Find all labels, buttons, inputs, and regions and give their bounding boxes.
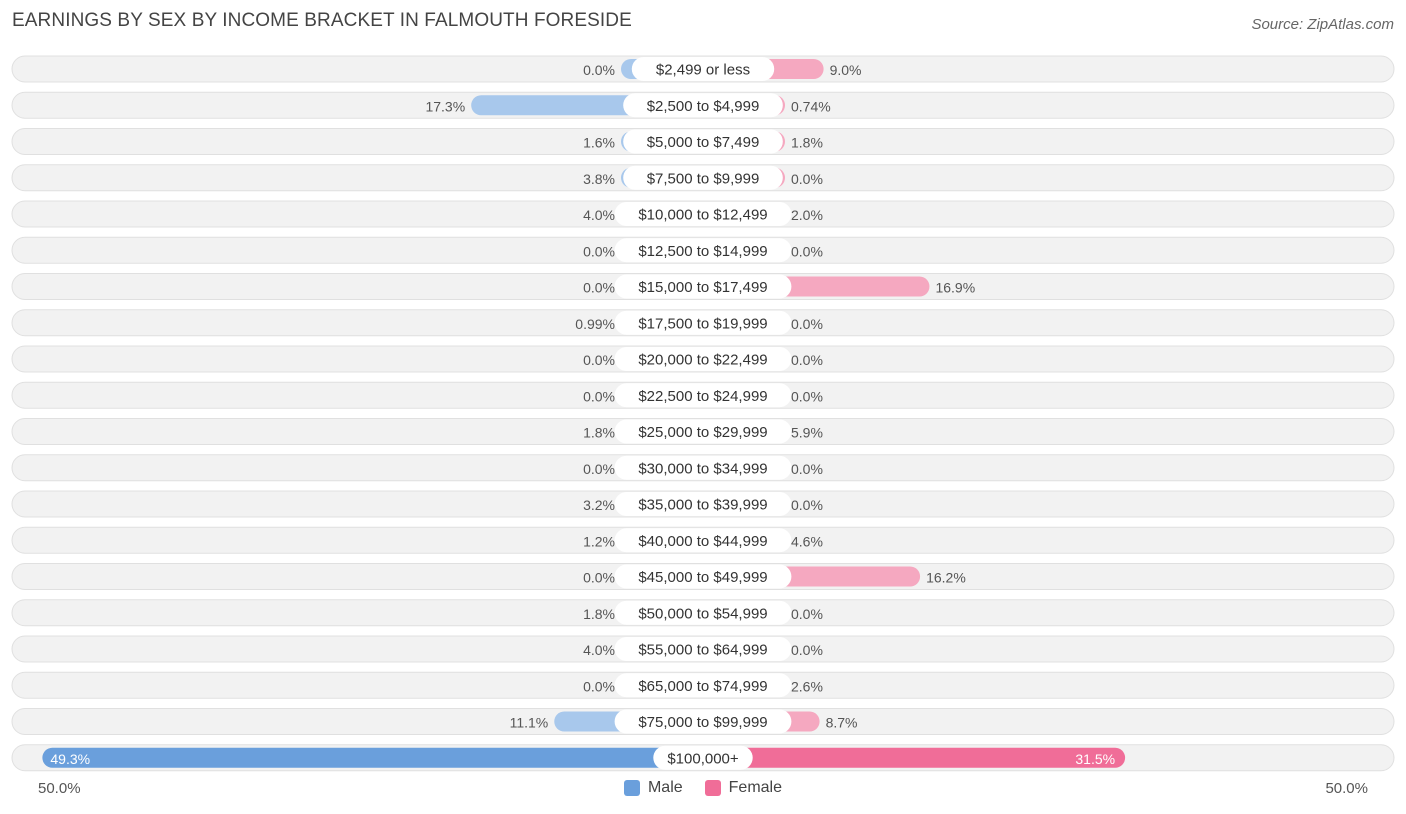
category-label-pill [614, 383, 792, 408]
category-label-pill [623, 93, 783, 118]
category-label-pill [623, 129, 783, 154]
axis-right-label: 50.0% [1325, 780, 1368, 797]
category-label: $7,500 to $9,999 [647, 170, 760, 187]
male-value-label: 11.1% [510, 715, 549, 731]
male-value-label: 1.2% [583, 533, 615, 549]
category-label: $20,000 to $22,499 [638, 352, 767, 369]
category-label: $65,000 to $74,999 [638, 678, 767, 695]
male-value-label: 0.0% [583, 280, 615, 296]
female-value-label: 9.0% [830, 62, 862, 78]
male-value-label: 3.8% [583, 171, 615, 187]
legend-item-male[interactable]: Male [623, 779, 683, 797]
category-label: $10,000 to $12,499 [638, 207, 767, 224]
category-label: $15,000 to $17,499 [638, 279, 767, 296]
category-label: $100,000+ [667, 750, 739, 767]
male-value-label: 0.0% [583, 678, 615, 694]
female-value-label: 0.0% [791, 316, 823, 332]
male-value-label: 1.6% [583, 135, 615, 151]
female-value-label: 0.74% [791, 98, 831, 114]
category-label: $50,000 to $54,999 [638, 605, 767, 622]
category-label: $2,499 or less [656, 62, 750, 79]
male-value-label: 49.3% [50, 751, 90, 767]
legend-male-label: Male [647, 779, 683, 796]
category-label-pill [614, 455, 792, 480]
male-value-label: 0.0% [583, 461, 615, 477]
female-value-label: 31.5% [1075, 751, 1115, 767]
female-value-label: 2.0% [791, 207, 823, 223]
category-label-pill [614, 709, 792, 734]
legend-female-label: Female [728, 779, 783, 796]
category-label: $55,000 to $64,999 [638, 642, 767, 659]
category-label-pill [614, 274, 792, 299]
male-value-label: 0.0% [583, 570, 615, 586]
male-value-label: 1.8% [583, 425, 615, 441]
female-value-label: 0.0% [791, 171, 823, 187]
male-value-label: 17.3% [425, 98, 465, 114]
male-swatch-icon [623, 780, 640, 796]
category-label: $35,000 to $39,999 [638, 497, 767, 514]
legend-item-female[interactable]: Female [704, 779, 783, 797]
male-value-label: 0.0% [583, 388, 615, 404]
category-label-pill [623, 165, 783, 190]
category-label: $25,000 to $29,999 [638, 424, 767, 441]
male-value-label: 0.99% [575, 316, 615, 332]
category-label-pill [614, 564, 792, 589]
category-label: $12,500 to $14,999 [638, 243, 767, 260]
category-label: $45,000 to $49,999 [638, 569, 767, 586]
female-value-label: 0.0% [791, 461, 823, 477]
male-value-label: 1.8% [583, 606, 615, 622]
female-value-label: 0.0% [791, 642, 823, 658]
female-value-label: 0.0% [791, 243, 823, 259]
female-value-label: 0.0% [791, 352, 823, 368]
female-value-label: 16.2% [926, 570, 966, 586]
legend: Male Female [0, 779, 1406, 797]
chart-title: EARNINGS BY SEX BY INCOME BRACKET IN FAL… [12, 10, 632, 31]
category-label-pill [614, 310, 792, 335]
category-label: $40,000 to $44,999 [638, 533, 767, 550]
female-bar [703, 747, 1126, 768]
category-label-pill [614, 202, 792, 226]
female-value-label: 8.7% [826, 715, 858, 731]
male-value-label: 0.0% [583, 352, 615, 368]
category-label-pill [614, 673, 792, 698]
female-value-label: 16.9% [935, 280, 975, 296]
male-value-label: 4.0% [583, 642, 615, 658]
female-value-label: 1.8% [791, 135, 823, 151]
category-label-pill [614, 492, 792, 516]
category-label-pill [614, 347, 792, 371]
male-value-label: 3.2% [583, 497, 615, 513]
category-label-pill [631, 57, 775, 81]
income-bracket-chart: $2,499 or less 0.0% 9.0% $2,500 to $4,999 17… [11, 55, 1395, 772]
female-value-label: 0.0% [791, 606, 823, 622]
category-label-pill [614, 600, 792, 625]
female-value-label: 4.6% [791, 533, 823, 549]
female-value-label: 5.9% [791, 425, 823, 441]
category-label: $2,500 to $4,999 [647, 98, 760, 115]
category-label: $75,000 to $99,999 [638, 714, 767, 731]
male-value-label: 0.0% [583, 243, 615, 259]
axis-left-label: 50.0% [38, 780, 81, 797]
category-label: $30,000 to $34,999 [638, 460, 767, 477]
female-value-label: 0.0% [791, 388, 823, 404]
category-label-pill [614, 637, 792, 661]
female-value-label: 2.6% [791, 678, 823, 694]
category-label-pill [614, 238, 792, 263]
category-label: $5,000 to $7,499 [647, 134, 760, 151]
male-value-label: 4.0% [583, 207, 615, 223]
female-swatch-icon [704, 780, 721, 796]
category-label: $17,500 to $19,999 [638, 315, 767, 332]
female-value-label: 0.0% [791, 497, 823, 513]
source-credit: Source: ZipAtlas.com [1251, 16, 1394, 33]
category-label: $22,500 to $24,999 [638, 388, 767, 405]
male-value-label: 0.0% [583, 62, 615, 78]
category-label-pill [653, 745, 753, 770]
male-bar [42, 747, 703, 768]
category-label-pill [614, 528, 792, 553]
category-label-pill [614, 419, 792, 444]
